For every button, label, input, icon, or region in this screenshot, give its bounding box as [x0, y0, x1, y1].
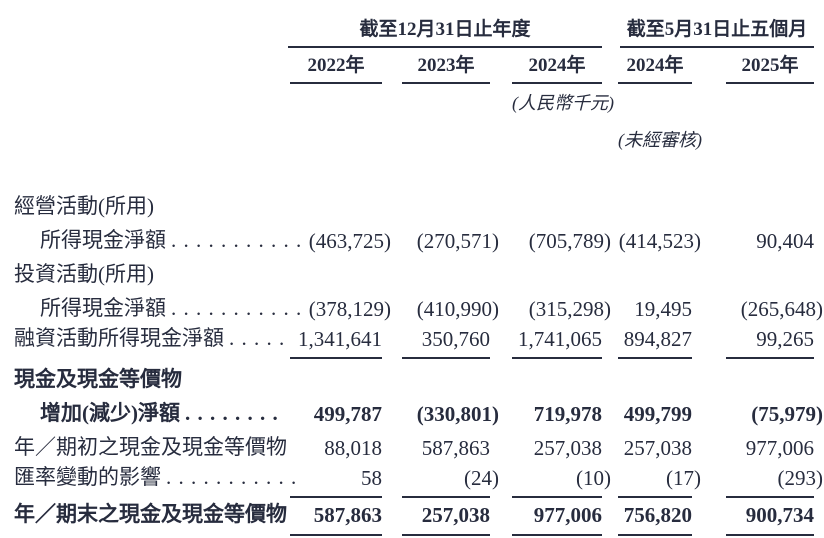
cell-value: (293): [777, 466, 824, 490]
row-label: 年／期初之現金及現金等價物: [14, 435, 287, 459]
cell-value: 350,760: [421, 327, 490, 351]
cell-value: 719,978: [533, 402, 602, 426]
cell-value: 1,741,065: [518, 327, 602, 351]
cell-value: 257,038: [421, 503, 490, 527]
cell-value: (265,648): [740, 297, 823, 321]
row-label: 所得現金淨額: [40, 228, 166, 252]
leader-dots: . . . . .: [229, 326, 286, 350]
col-header-2024: 2024年: [512, 50, 602, 84]
leader-dots: . . . . . . . . . . .: [171, 228, 303, 252]
cell-value: 88,018: [324, 436, 382, 460]
row-label: 經營活動(所用): [14, 194, 154, 218]
cell-value: (463,725): [308, 229, 391, 253]
cell-value: 499,799: [623, 402, 692, 426]
cell-value: 1,341,641: [298, 327, 382, 351]
col-group-annual: 截至12月31日止年度: [288, 14, 602, 48]
cell-value: (17): [666, 466, 701, 490]
row-label: 匯率變動的影響: [14, 465, 161, 489]
table-row: 融資活動所得現金淨額. . . . . 1,341,641 350,760 1,…: [14, 322, 814, 359]
leader-dots: . . . . . . . . . . .: [166, 465, 298, 489]
table-row: 現金及現金等價物: [14, 359, 814, 393]
currency-unit-note: (人民幣千元): [512, 93, 614, 113]
table-row: 所得現金淨額. . . . . . . . . . . (378,129) (4…: [14, 288, 823, 322]
leader-dots: . . . . . . . . . . .: [171, 296, 303, 320]
col-header-2024-interim: 2024年: [618, 50, 692, 84]
cell-value: 587,863: [421, 436, 490, 460]
cell-value: (270,571): [416, 229, 499, 253]
cell-value: 19,495: [634, 297, 692, 321]
cell-value: 900,734: [745, 503, 814, 527]
cell-value: (330,801): [416, 402, 499, 426]
table-row: 所得現金淨額. . . . . . . . . . . (463,725) (2…: [14, 220, 814, 254]
cell-value: 257,038: [623, 436, 692, 460]
cell-value: (414,523): [618, 229, 701, 253]
row-label: 增加(減少)淨額: [40, 401, 180, 425]
table-row: 年／期初之現金及現金等價物 88,018 587,863 257,038 257…: [14, 427, 814, 461]
year-header-row: 2022年 2023年 2024年 2024年 2025年: [14, 48, 814, 84]
cell-value: (705,789): [528, 229, 611, 253]
cell-value: (75,979): [751, 402, 823, 426]
col-group-interim-label: 截至5月31日止五個月: [626, 19, 808, 40]
row-label: 融資活動所得現金淨額: [14, 326, 224, 350]
unaudited-note-row: (未經審核): [14, 119, 814, 160]
cell-value: (378,129): [308, 297, 391, 321]
header-body-spacer: [14, 160, 814, 186]
table-row: 年／期末之現金及現金等價物 587,863 257,038 977,006 75…: [14, 498, 814, 538]
col-group-annual-label: 截至12月31日止年度: [359, 19, 531, 40]
cell-value: (410,990): [416, 297, 499, 321]
row-label: 所得現金淨額: [40, 296, 166, 320]
row-label: 投資活動(所用): [14, 262, 154, 286]
col-header-2023: 2023年: [402, 50, 490, 84]
col-header-2022: 2022年: [290, 50, 382, 84]
cell-value: 90,404: [756, 229, 814, 253]
row-label: 年／期末之現金及現金等價物: [14, 502, 287, 526]
cell-value: 756,820: [623, 503, 692, 527]
cell-value: (10): [576, 466, 611, 490]
cell-value: 257,038: [533, 436, 602, 460]
unaudited-note: (未經審核): [618, 130, 702, 150]
table-row: 投資活動(所用): [14, 254, 814, 288]
cell-value: 58: [361, 466, 382, 490]
cash-flow-table: 截至12月31日止年度 截至5月31日止五個月 2022年 2023年 2024…: [14, 12, 823, 538]
cell-value: 499,787: [313, 402, 382, 426]
table-row: 匯率變動的影響. . . . . . . . . . . 58 (24) (10…: [14, 461, 823, 498]
row-label: 現金及現金等價物: [14, 367, 182, 391]
leader-dots: . . . . . . . .: [185, 401, 279, 425]
table-row: 增加(減少)淨額. . . . . . . . 499,787 (330,801…: [14, 393, 823, 427]
col-header-2025: 2025年: [726, 50, 814, 84]
table-row: 經營活動(所用): [14, 186, 814, 220]
cell-value: 587,863: [313, 503, 382, 527]
cell-value: 894,827: [623, 327, 692, 351]
col-group-interim: 截至5月31日止五個月: [620, 14, 814, 48]
cell-value: 99,265: [756, 327, 814, 351]
column-group-header-row: 截至12月31日止年度 截至5月31日止五個月: [14, 12, 814, 48]
cell-value: (315,298): [528, 297, 611, 321]
cell-value: (24): [464, 466, 499, 490]
cell-value: 977,006: [745, 436, 814, 460]
currency-unit-row: (人民幣千元): [14, 84, 814, 119]
cell-value: 977,006: [533, 503, 602, 527]
